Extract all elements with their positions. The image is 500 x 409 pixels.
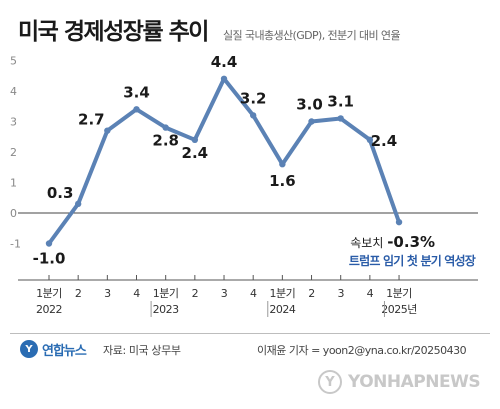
yonhap-logo: Y 연합뉴스 [20, 339, 87, 359]
data-label: 3.1 [327, 92, 354, 110]
data-label: 3.4 [123, 83, 150, 101]
data-point [133, 106, 140, 113]
data-point [104, 127, 111, 134]
x-tick-label: 1분기 [269, 287, 295, 300]
data-label: -1.0 [33, 250, 66, 268]
data-label: 4.4 [211, 53, 238, 71]
x-year-label: 2024 [269, 303, 295, 316]
x-tick-label: 4 [133, 287, 140, 300]
data-label: 0.3 [47, 184, 74, 202]
x-year-label: 2022 [36, 303, 62, 316]
x-tick-label: 2 [192, 287, 199, 300]
credit-note: 이재윤 기자 = yoon2@yna.co.kr/20250430 [257, 344, 467, 357]
yonhap-logo-text: 연합뉴스 [42, 343, 87, 359]
data-point [337, 115, 344, 122]
x-tick-label: 2 [308, 287, 315, 300]
y-tick-label: 0 [10, 207, 17, 220]
footer-divider [10, 333, 490, 334]
data-label: 2.8 [152, 132, 179, 150]
data-point [220, 75, 228, 83]
latest-annotation: 속보치 -0.3% [350, 233, 435, 251]
yonhap-logo-icon: Y [20, 340, 38, 358]
data-label: 3.2 [240, 89, 267, 107]
data-point [308, 118, 315, 125]
gdp-line-chart: -1 0 1 2 3 4 5 1분기 2 3 4 1분기 2 3 4 1분기 2 3 4 1분기 2022 2023 202… [10, 53, 478, 317]
y-tick-label: 3 [10, 116, 17, 129]
x-tick-label: 2 [75, 287, 82, 300]
data-point [191, 136, 199, 143]
y-tick-label: -1 [10, 238, 21, 251]
x-tick-label: 1분기 [386, 287, 412, 300]
chart-subtitle: 실질 국내총생산(GDP), 전분기 대비 연율 [223, 29, 401, 42]
x-year-label: 2025년 [381, 303, 417, 316]
x-tick-label: 3 [337, 287, 344, 300]
source-note: 자료: 미국 상무부 [103, 344, 181, 357]
data-point [279, 161, 286, 168]
data-label: 2.4 [371, 132, 398, 150]
watermark-icon: Y [318, 370, 342, 394]
watermark-text: YONHAPNEWS [348, 372, 481, 392]
y-tick-label: 5 [10, 55, 17, 68]
data-label: 3.0 [296, 96, 323, 114]
x-tick-label: 1분기 [153, 287, 179, 300]
x-tick-label: 3 [104, 287, 111, 300]
data-point [74, 200, 82, 208]
x-tick-label: 3 [221, 287, 228, 300]
x-tick-label: 4 [367, 287, 374, 300]
data-point [45, 240, 53, 247]
latest-data-label: -0.3% [387, 233, 435, 251]
x-year-label: 2023 [153, 303, 179, 316]
y-tick-label: 1 [10, 177, 17, 190]
annotation-note: 트럼프 임기 첫 분기 역성장 [349, 253, 476, 268]
x-tick-label: 1분기 [36, 287, 62, 300]
data-point [395, 218, 403, 226]
data-point [249, 112, 257, 119]
data-label: 2.7 [78, 111, 105, 129]
data-label: 1.6 [269, 172, 296, 190]
data-label: 2.4 [182, 144, 209, 162]
yonhapnews-watermark: Y YONHAPNEWS [318, 368, 481, 396]
y-tick-label: 2 [10, 146, 17, 159]
data-point [162, 124, 169, 131]
data-point [366, 136, 374, 143]
annotation-prefix: 속보치 [350, 236, 387, 250]
y-tick-label: 4 [10, 85, 17, 98]
chart-title: 미국 경제성장률 추이 [18, 19, 209, 45]
x-tick-label: 4 [250, 287, 257, 300]
